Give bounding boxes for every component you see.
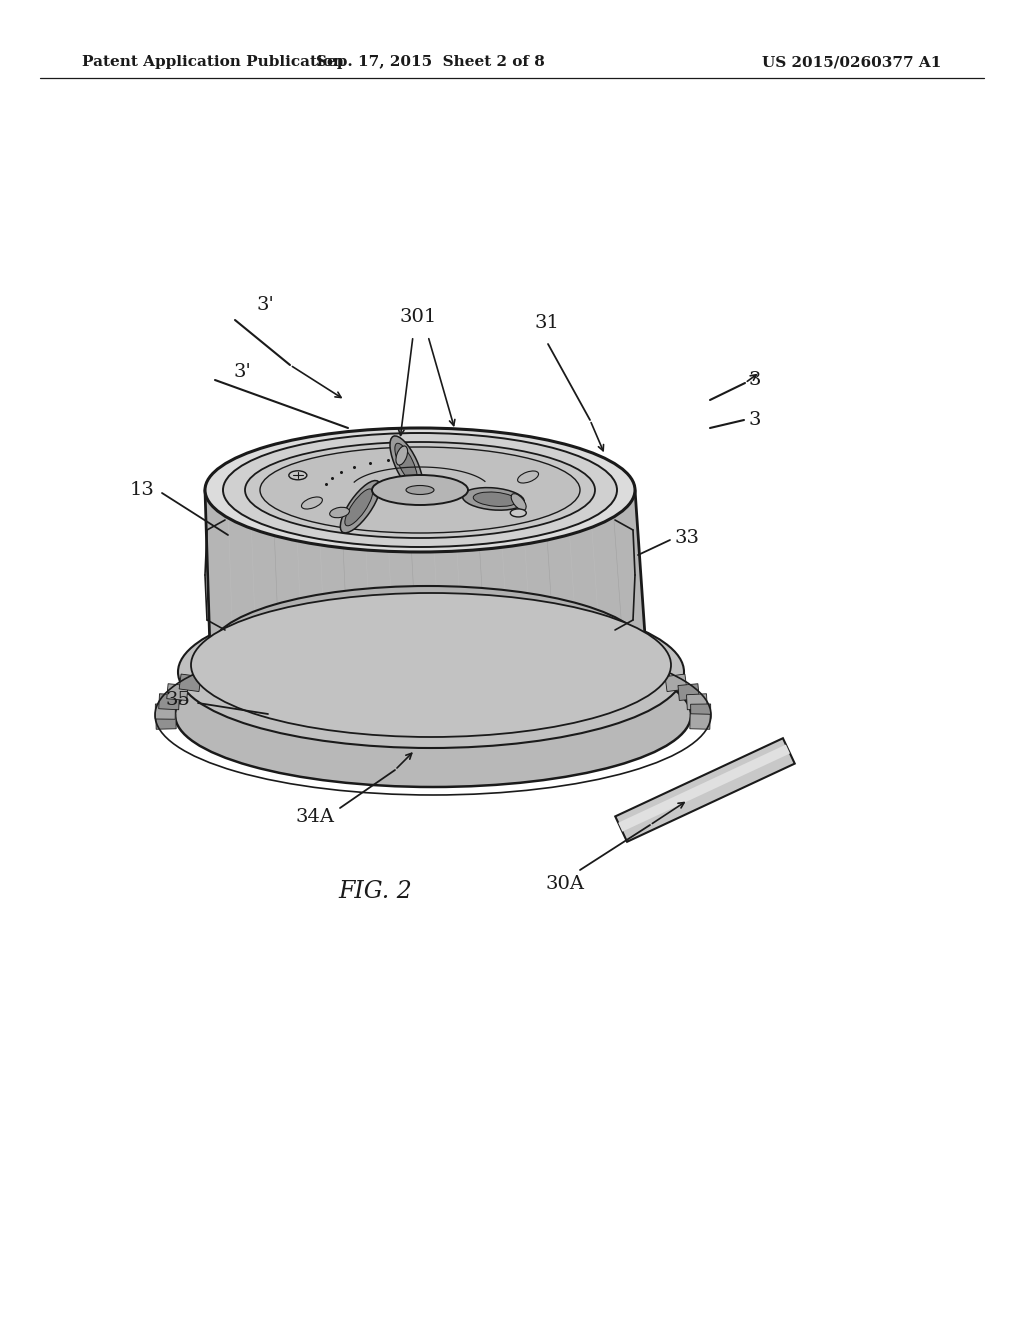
Text: 30A: 30A xyxy=(546,875,585,894)
Ellipse shape xyxy=(390,436,423,492)
Polygon shape xyxy=(404,622,423,645)
Ellipse shape xyxy=(511,494,526,511)
Text: 31: 31 xyxy=(535,314,560,333)
Polygon shape xyxy=(575,642,599,663)
Polygon shape xyxy=(216,656,239,676)
Ellipse shape xyxy=(340,480,380,533)
Polygon shape xyxy=(240,648,263,668)
Ellipse shape xyxy=(463,487,524,510)
Text: 34A: 34A xyxy=(296,808,335,826)
Ellipse shape xyxy=(210,586,646,714)
Text: FIG. 2: FIG. 2 xyxy=(338,880,412,903)
Polygon shape xyxy=(618,744,791,832)
Polygon shape xyxy=(205,490,646,649)
Polygon shape xyxy=(665,675,687,692)
Ellipse shape xyxy=(175,643,691,787)
Text: Patent Application Publication: Patent Application Publication xyxy=(82,55,344,69)
Polygon shape xyxy=(442,622,462,645)
Ellipse shape xyxy=(396,446,408,465)
Text: 13: 13 xyxy=(130,480,155,499)
Polygon shape xyxy=(603,648,627,668)
Ellipse shape xyxy=(330,507,349,517)
Text: 3': 3' xyxy=(256,296,273,314)
Text: 3': 3' xyxy=(233,363,251,381)
Ellipse shape xyxy=(191,593,671,737)
Ellipse shape xyxy=(345,488,373,525)
Polygon shape xyxy=(678,684,699,701)
Polygon shape xyxy=(329,628,353,653)
Polygon shape xyxy=(545,635,569,657)
Ellipse shape xyxy=(178,597,684,748)
Text: Sep. 17, 2015  Sheet 2 of 8: Sep. 17, 2015 Sheet 2 of 8 xyxy=(315,55,545,69)
Ellipse shape xyxy=(517,471,539,483)
Polygon shape xyxy=(512,628,538,653)
Ellipse shape xyxy=(205,428,635,552)
Polygon shape xyxy=(156,704,175,719)
Polygon shape xyxy=(686,694,708,710)
Polygon shape xyxy=(478,624,502,649)
Ellipse shape xyxy=(289,471,307,479)
Ellipse shape xyxy=(245,442,595,539)
Ellipse shape xyxy=(223,433,617,546)
Polygon shape xyxy=(179,675,201,692)
Text: US 2015/0260377 A1: US 2015/0260377 A1 xyxy=(762,55,941,69)
Text: 3: 3 xyxy=(748,371,761,389)
Polygon shape xyxy=(690,704,711,719)
Polygon shape xyxy=(648,665,671,684)
Polygon shape xyxy=(627,656,650,676)
Ellipse shape xyxy=(372,475,468,506)
Text: 3: 3 xyxy=(748,411,761,429)
Ellipse shape xyxy=(260,447,580,533)
Polygon shape xyxy=(615,738,795,842)
Polygon shape xyxy=(159,694,179,710)
Ellipse shape xyxy=(301,496,323,510)
Text: 33: 33 xyxy=(675,529,700,546)
Ellipse shape xyxy=(395,444,418,483)
Polygon shape xyxy=(196,665,218,684)
Text: 301: 301 xyxy=(399,308,436,326)
Polygon shape xyxy=(266,642,291,663)
Polygon shape xyxy=(167,684,188,701)
Polygon shape xyxy=(690,714,711,729)
Polygon shape xyxy=(365,624,388,649)
Polygon shape xyxy=(156,714,176,729)
Ellipse shape xyxy=(510,510,526,517)
Text: 35: 35 xyxy=(165,690,190,709)
Ellipse shape xyxy=(406,486,434,495)
Polygon shape xyxy=(296,635,322,657)
Ellipse shape xyxy=(473,492,517,507)
